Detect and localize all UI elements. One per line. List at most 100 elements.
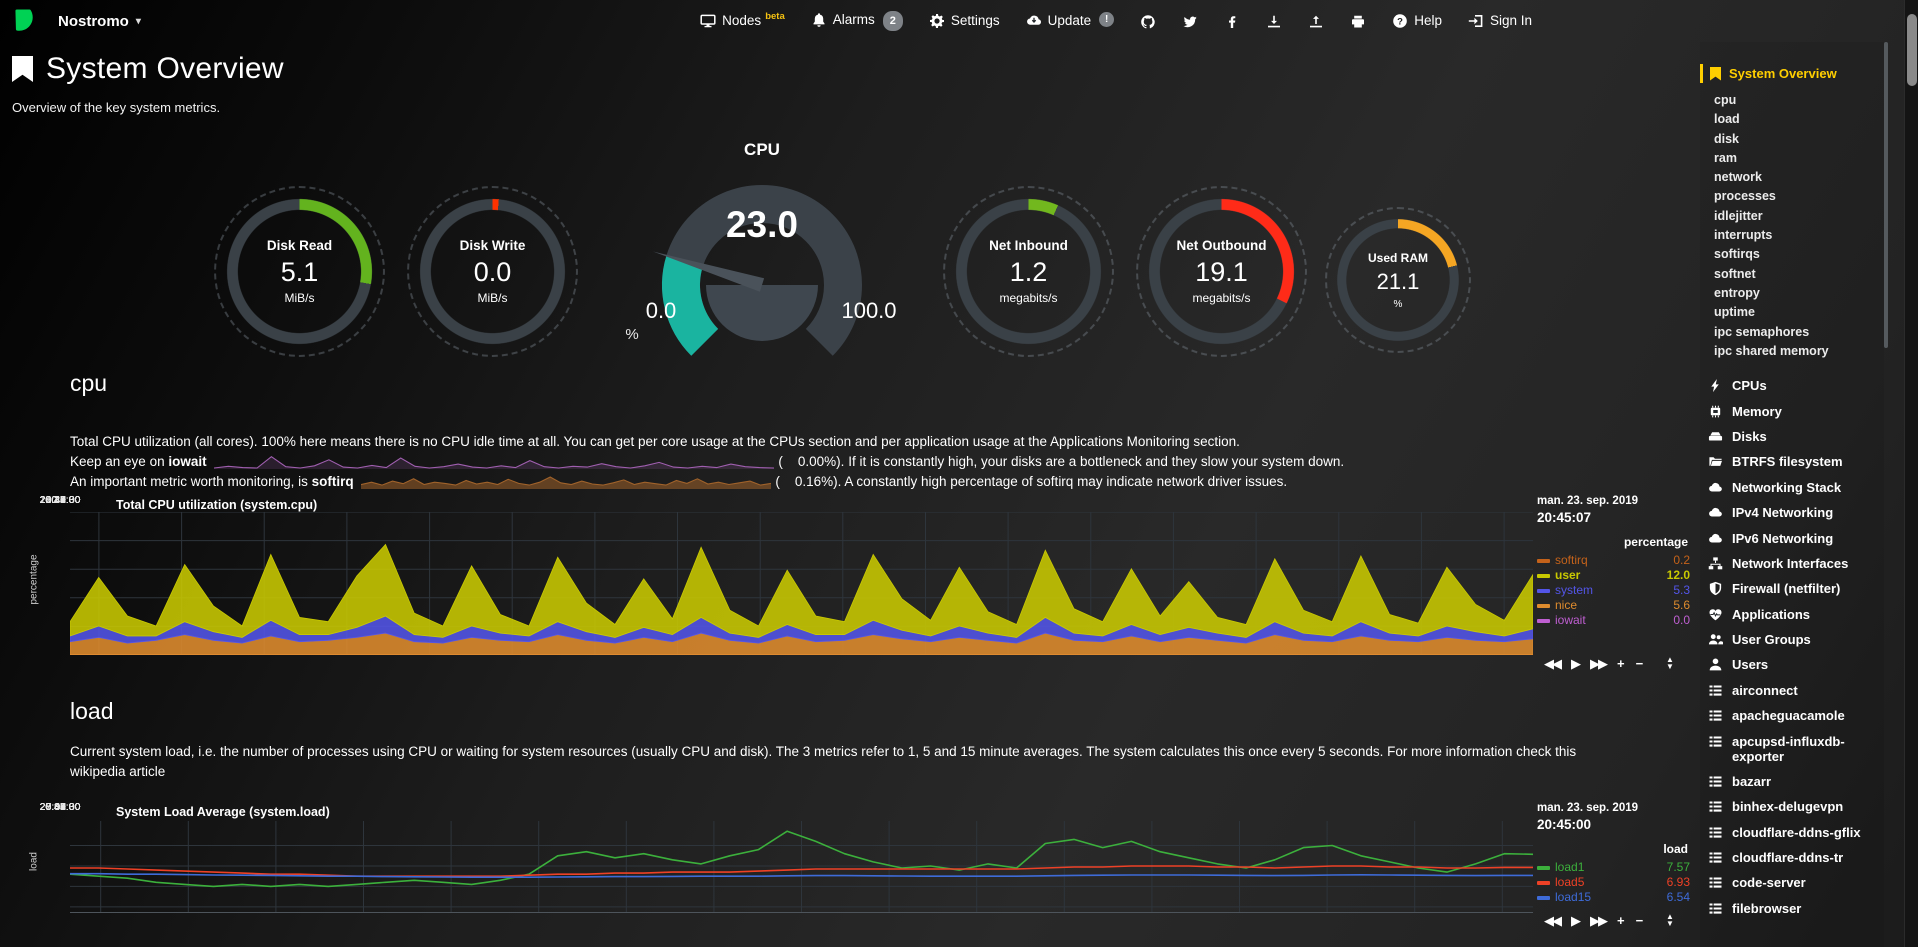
x-tick-label: 20:39:00: [39, 801, 81, 813]
nav-item[interactable]: [1266, 13, 1282, 30]
nav-item[interactable]: Sign In: [1468, 12, 1532, 30]
sidebar-subitem[interactable]: load: [1714, 112, 1740, 127]
sidebar-subitem[interactable]: ram: [1714, 150, 1737, 165]
pan-forward-button[interactable]: ▶▶: [1590, 656, 1608, 671]
netdata-logo-button[interactable]: [10, 4, 44, 38]
x-tick-label: 20:42:00: [39, 494, 81, 506]
nav-item[interactable]: [1308, 13, 1324, 30]
sidebar-subitem[interactable]: disk: [1714, 131, 1740, 146]
sidebar-item[interactable]: airconnect: [1708, 678, 1884, 703]
legend-item-load1[interactable]: load1 7.57: [1537, 860, 1690, 875]
legend-series-value: 5.6: [1673, 598, 1690, 612]
sidebar-subitem[interactable]: cpu: [1714, 93, 1737, 107]
gauge-disk-read[interactable]: Disk Read 5.1 MiB/s: [214, 186, 385, 357]
legend-swatch: [1537, 865, 1550, 870]
sidebar-subitem[interactable]: softnet: [1714, 266, 1756, 281]
sidebar-item[interactable]: Memory: [1708, 399, 1884, 424]
load-chart-plot[interactable]: [70, 821, 1533, 913]
legend-item-user[interactable]: user 12.0: [1537, 568, 1690, 583]
sidebar-item[interactable]: CPUs: [1708, 373, 1884, 398]
sidebar-subitem[interactable]: ipc shared memory: [1714, 343, 1829, 358]
x-tick-label: 20:42:30: [39, 801, 81, 813]
sidebar-item[interactable]: filebrowser: [1708, 896, 1884, 921]
legend-item-softirq[interactable]: softirq 0.2: [1537, 553, 1690, 568]
sidebar-item[interactable]: IPv4 Networking: [1708, 500, 1884, 525]
chart-resize-handle[interactable]: ▲ ▼: [1666, 655, 1674, 671]
sidebar-item[interactable]: cloudflare-ddns-gflix: [1708, 820, 1884, 845]
legend-item-load5[interactable]: load5 6.93: [1537, 875, 1690, 890]
nav-item-badge: beta: [765, 11, 785, 22]
hostname-dropdown[interactable]: Nostromo ▾: [58, 13, 141, 30]
sidebar-item[interactable]: Users: [1708, 652, 1884, 677]
gauge-label: Disk Read: [266, 238, 333, 253]
x-tick-label: 20:43:30: [39, 801, 81, 813]
sidebar-subitem[interactable]: ipc semaphores: [1714, 324, 1810, 339]
legend-item-iowait[interactable]: iowait 0.0: [1537, 613, 1690, 628]
pan-forward-button[interactable]: ▶▶: [1590, 913, 1608, 928]
legend-series-name: system: [1555, 583, 1594, 597]
sidebar-item[interactable]: IPv6 Networking: [1708, 525, 1884, 550]
nav-item[interactable]: [1350, 13, 1366, 30]
sidebar-subitem[interactable]: softirqs: [1714, 247, 1760, 262]
nav-item[interactable]: [1140, 13, 1156, 30]
sidebar-item[interactable]: apcupsd-influxdb-exporter: [1708, 728, 1884, 768]
sidebar-item-label: Users: [1732, 657, 1769, 673]
nav-item[interactable]: Settings: [929, 12, 1000, 30]
cpu-chart-plot[interactable]: [70, 512, 1533, 655]
legend-series-value: 0.2: [1673, 553, 1690, 567]
page-scrollbar-thumb[interactable]: [1907, 14, 1917, 86]
gauge-net-inbound[interactable]: Net Inbound 1.2 megabits/s: [943, 186, 1114, 357]
sidebar-item[interactable]: binhex-delugevpn: [1708, 794, 1884, 819]
iowait-sparkline-chart[interactable]: [214, 454, 775, 469]
sidebar-subitem[interactable]: processes: [1714, 189, 1776, 204]
sidebar-subitem[interactable]: idlejitter: [1714, 208, 1763, 223]
legend-item-nice[interactable]: nice 5.6: [1537, 598, 1690, 613]
sidebar-item[interactable]: apacheguacamole: [1708, 703, 1884, 728]
nav-item[interactable]: [1182, 13, 1198, 30]
sidebar-item[interactable]: BTRFS filesystem: [1708, 449, 1884, 474]
sidebar-subitem[interactable]: network: [1714, 170, 1762, 185]
page-scrollbar[interactable]: [1904, 0, 1918, 947]
sidebar-item[interactable]: code-server: [1708, 870, 1884, 895]
zoom-out-button[interactable]: −: [1635, 656, 1644, 671]
zoom-in-button[interactable]: +: [1617, 913, 1625, 928]
load-chart-legend: man. 23. sep. 2019 20:45:00 load load1 7.…: [1537, 801, 1690, 904]
sidebar-scrollbar-thumb[interactable]: [1884, 42, 1888, 348]
gauge-cpu[interactable]: CPU 23.0 0.0 100.0 %: [602, 140, 922, 375]
legend-item-load15[interactable]: load15 6.54: [1537, 890, 1690, 905]
sidebar-subitem[interactable]: uptime: [1714, 305, 1755, 320]
nav-item[interactable]: ? Help: [1392, 12, 1442, 30]
chart-resize-handle[interactable]: ▲ ▼: [1666, 912, 1674, 928]
nav-item[interactable]: Update !: [1026, 12, 1115, 30]
play-button[interactable]: ▶: [1571, 656, 1581, 671]
gauge-used-ram[interactable]: Used RAM 21.1 %: [1325, 207, 1471, 353]
pan-backward-button[interactable]: ◀◀: [1544, 656, 1562, 671]
sidebar-subitem[interactable]: entropy: [1714, 285, 1760, 300]
sidebar-item[interactable]: Disks: [1708, 424, 1884, 449]
gauge-net-outbound[interactable]: Net Outbound 19.1 megabits/s: [1136, 186, 1307, 357]
zoom-in-button[interactable]: +: [1617, 656, 1625, 671]
softirq-sparkline-chart[interactable]: [361, 474, 772, 489]
zoom-out-button[interactable]: −: [1635, 913, 1644, 928]
nav-item[interactable]: Nodes beta: [700, 11, 785, 30]
sidebar-item[interactable]: cloudflare-ddns-tr: [1708, 845, 1884, 870]
nav-item[interactable]: Alarms 2: [811, 11, 903, 31]
nav-item[interactable]: [1224, 13, 1240, 30]
x-tick-label: 20:44:30: [39, 801, 81, 813]
pan-backward-button[interactable]: ◀◀: [1544, 913, 1562, 928]
sidebar-item[interactable]: Applications: [1708, 602, 1884, 627]
play-button[interactable]: ▶: [1571, 913, 1581, 928]
legend-item-system[interactable]: system 5.3: [1537, 583, 1690, 598]
sidebar-item[interactable]: Networking Stack: [1708, 475, 1884, 500]
x-tick-label: 20:38:00: [39, 494, 81, 506]
sidebar-item-system-overview[interactable]: System Overview: [1700, 64, 1884, 83]
sidebar-item[interactable]: User Groups: [1708, 627, 1884, 652]
x-tick-label: 20:37:00: [39, 494, 81, 506]
sidebar-item[interactable]: Network Interfaces: [1708, 551, 1884, 576]
sidebar-subitem[interactable]: interrupts: [1714, 228, 1773, 243]
gauge-disk-write[interactable]: Disk Write 0.0 MiB/s: [407, 186, 578, 357]
sidebar-item[interactable]: bazarr: [1708, 769, 1884, 794]
grid-icon: [1708, 901, 1723, 916]
sidebar-item[interactable]: Firewall (netfilter): [1708, 576, 1884, 601]
grid-icon: [1708, 683, 1723, 698]
